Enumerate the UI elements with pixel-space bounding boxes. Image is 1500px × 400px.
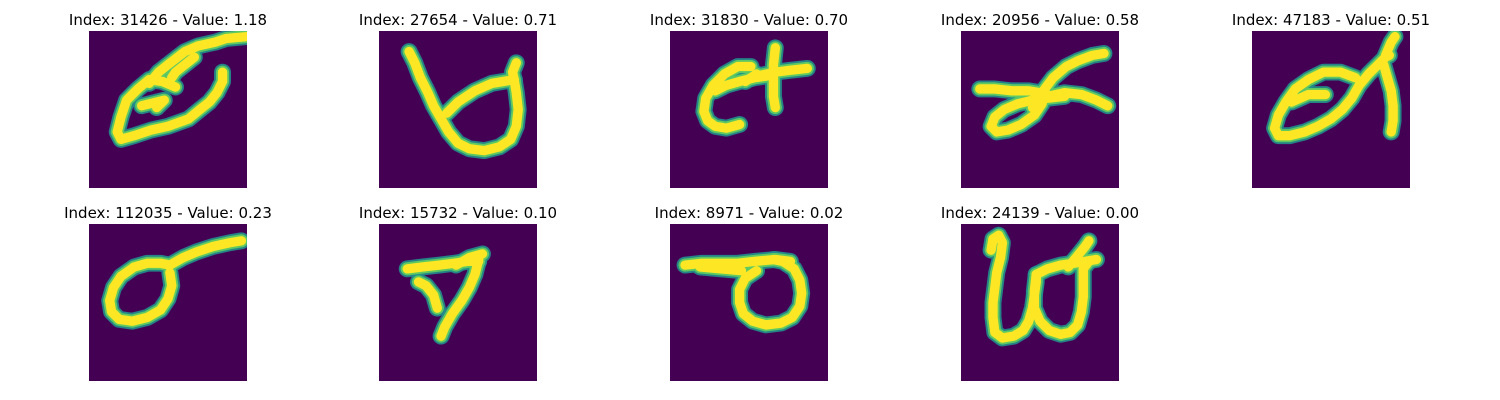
panel-title: Index: 112035 - Value: 0.23 xyxy=(64,204,272,222)
panel-title: Index: 8971 - Value: 0.02 xyxy=(654,204,844,222)
digit-image xyxy=(670,31,828,188)
digit-stroke xyxy=(699,61,756,133)
digit-panel: Index: 24139 - Value: 0.00 xyxy=(895,203,1185,381)
digit-panel: Index: 15732 - Value: 0.10 xyxy=(313,203,603,381)
digit-panel: Index: 31830 - Value: 0.70 xyxy=(604,10,894,188)
digit-image xyxy=(89,224,247,381)
digit-image xyxy=(89,31,247,188)
panel-title: Index: 31830 - Value: 0.70 xyxy=(649,11,849,29)
panel-title: Index: 24139 - Value: 0.00 xyxy=(940,204,1140,222)
digit-stroke xyxy=(1027,48,1109,113)
digit-stroke xyxy=(1063,236,1094,272)
image-background xyxy=(670,31,828,188)
digit-panel: Index: 112035 - Value: 0.23 xyxy=(23,203,313,381)
digit-stroke xyxy=(112,67,228,145)
digit-image xyxy=(961,31,1119,188)
digit-stroke xyxy=(1286,89,1331,107)
digit-stroke xyxy=(1378,59,1398,137)
digit-stroke xyxy=(1269,50,1395,141)
digit-image xyxy=(961,224,1119,381)
digit-stroke xyxy=(753,63,813,81)
digit-stroke xyxy=(695,262,747,276)
digit-panel: Index: 8971 - Value: 0.02 xyxy=(604,203,894,381)
panel-title: Index: 15732 - Value: 0.10 xyxy=(358,204,558,222)
digit-stroke xyxy=(144,31,247,89)
panel-title: Index: 47183 - Value: 0.51 xyxy=(1231,11,1431,29)
digit-stroke xyxy=(1042,88,1113,111)
digit-image xyxy=(379,31,537,188)
digit-image xyxy=(1252,31,1410,188)
panel-title: Index: 27654 - Value: 0.71 xyxy=(358,11,558,29)
digit-panel: Index: 27654 - Value: 0.71 xyxy=(313,10,603,188)
digit-stroke xyxy=(734,254,807,330)
digit-stroke xyxy=(436,254,484,341)
digit-stroke xyxy=(413,277,443,313)
digit-stroke xyxy=(404,46,523,156)
digit-stroke xyxy=(165,236,247,270)
digit-image xyxy=(670,224,828,381)
digit-panel: Index: 31426 - Value: 1.18 xyxy=(23,10,313,188)
digit-stroke xyxy=(768,43,781,113)
digit-stroke xyxy=(1380,31,1400,60)
digit-image xyxy=(379,224,537,381)
digit-stroke xyxy=(1029,256,1094,339)
digit-panel: Index: 20956 - Value: 0.58 xyxy=(895,10,1185,188)
digit-panel: Index: 47183 - Value: 0.51 xyxy=(1186,10,1476,188)
digit-stroke xyxy=(104,258,177,326)
digit-stroke xyxy=(975,84,1045,98)
digit-stroke xyxy=(740,69,762,87)
digit-stroke xyxy=(167,52,200,83)
digit-stroke xyxy=(442,74,520,118)
digit-stroke xyxy=(451,249,488,270)
panel-title: Index: 31426 - Value: 1.18 xyxy=(68,11,268,29)
digit-stroke xyxy=(136,95,169,113)
panel-title: Index: 20956 - Value: 0.58 xyxy=(940,11,1140,29)
